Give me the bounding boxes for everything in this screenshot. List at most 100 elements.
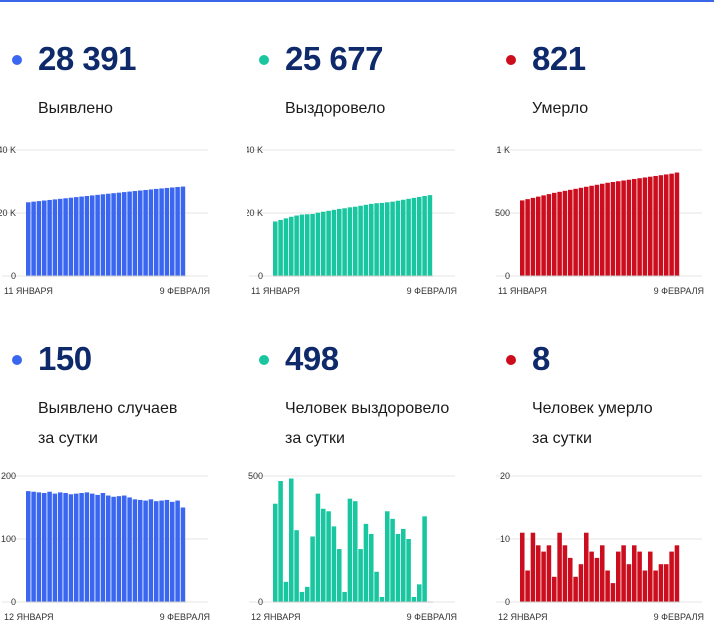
bar: [74, 197, 79, 276]
bar: [305, 214, 310, 276]
bar: [122, 192, 127, 276]
bar: [385, 511, 390, 602]
bar: [562, 545, 568, 602]
bar: [100, 194, 106, 276]
bar: [406, 539, 411, 602]
bar: [369, 533, 374, 602]
stat-label: Человек выздоровело за сутки: [285, 394, 449, 454]
bar: [74, 493, 79, 602]
bar: [143, 189, 148, 276]
bar: [68, 494, 74, 602]
bar: [557, 191, 562, 276]
bar: [315, 212, 321, 276]
stat-label-line: Человек умерло: [532, 400, 653, 417]
stat-value: 8: [532, 340, 550, 377]
bar: [100, 493, 106, 602]
stat-label-line: Выздоровело: [285, 100, 386, 117]
bar: [374, 571, 379, 602]
bar: [653, 570, 658, 602]
bar: [648, 551, 653, 602]
y-tick-label: 1 K: [496, 145, 510, 155]
bar: [58, 492, 63, 602]
stat-label-line: Выявлено: [38, 100, 113, 117]
bar: [305, 586, 310, 602]
bar: [395, 533, 401, 602]
bar: [84, 492, 90, 602]
stat-label-line: за сутки: [38, 430, 98, 447]
bar: [664, 174, 669, 276]
bar: [610, 182, 616, 276]
bar: [621, 545, 626, 602]
x-end-label: 9 ФЕВРАЛЯ: [160, 286, 210, 296]
bar: [321, 211, 326, 276]
stat-value: 25 677: [285, 40, 383, 77]
bar: [605, 570, 610, 602]
bar: [401, 528, 406, 602]
bar: [411, 197, 417, 276]
bar: [143, 500, 148, 602]
legend-dot: [259, 55, 269, 65]
bar: [358, 205, 363, 276]
stat-label-line: Выявлено случаев: [38, 400, 178, 417]
bar: [658, 175, 664, 276]
bar: [669, 551, 674, 602]
bar: [390, 518, 395, 602]
x-start-label: 12 ЯНВАРЯ: [498, 612, 548, 622]
bar: [648, 176, 653, 276]
bar: [52, 199, 58, 276]
bar: [175, 187, 180, 276]
y-tick-label: 200: [1, 471, 16, 481]
stat-label-line: Умерло: [532, 100, 589, 117]
bar: [594, 557, 600, 602]
bar: [278, 219, 283, 276]
bar: [42, 493, 47, 602]
bar: [589, 185, 594, 276]
y-tick-label: 10: [500, 534, 510, 544]
bar: [63, 198, 68, 276]
bar: [353, 206, 358, 276]
x-end-label: 9 ФЕВРАЛЯ: [654, 612, 704, 622]
bar: [310, 213, 315, 276]
bar: [26, 491, 31, 602]
bar: [299, 214, 305, 276]
stat-card-4: 150 Выявлено случаев за сутки 0 100 200 12 ЯНВ…: [1, 340, 236, 640]
bar: [637, 551, 642, 602]
bar-chart: 0 10 20 12 ЯНВАРЯ 9 ФЕВРАЛЯ: [496, 471, 704, 622]
bar: [358, 549, 363, 602]
y-tick-label: 20 K: [247, 208, 263, 218]
bar: [674, 172, 680, 276]
bar: [568, 557, 573, 602]
stat-label: Выздоровело: [285, 94, 385, 124]
bar: [180, 186, 186, 276]
bar: [326, 511, 331, 602]
bar: [600, 545, 605, 602]
bar: [610, 583, 616, 602]
bar: [68, 197, 74, 276]
stat-value: 28 391: [38, 40, 136, 77]
bar: [164, 499, 170, 602]
bar: [584, 186, 589, 276]
bar: [385, 202, 390, 276]
bar: [632, 545, 637, 602]
bar: [283, 581, 289, 602]
bar: [674, 545, 680, 602]
bar: [111, 496, 116, 602]
bar: [626, 179, 632, 276]
stat-label: Выявлено случаев за сутки: [38, 394, 177, 454]
bar: [379, 596, 385, 602]
legend-dot: [259, 355, 269, 365]
bar: [605, 182, 610, 276]
bar: [417, 196, 422, 276]
bar: [331, 526, 337, 602]
bar: [63, 493, 68, 602]
bar: [637, 178, 642, 276]
stat-card-6: 8 Человек умерло за сутки 0 10 20 12 ЯНВАРЯ 9 Ф…: [496, 340, 728, 640]
bar: [47, 199, 52, 276]
bar: [132, 191, 138, 276]
bar: [395, 200, 401, 276]
bar: [642, 570, 648, 602]
bar: [653, 175, 658, 276]
bar: [541, 195, 546, 276]
bar: [79, 493, 84, 602]
bar: [278, 481, 283, 602]
